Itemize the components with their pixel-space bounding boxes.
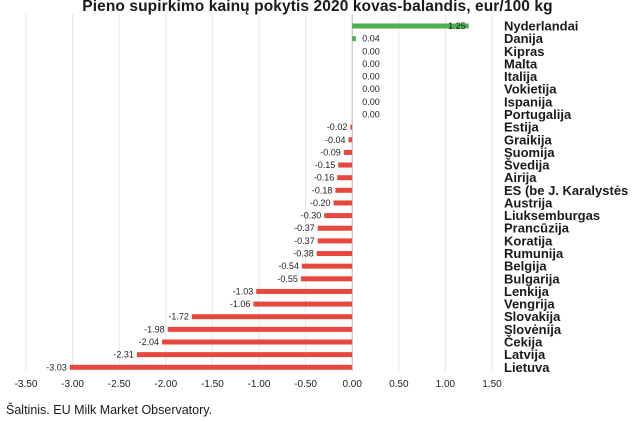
chart-title: Pieno supirkimo kainų pokytis 2020 kovas… [82,0,553,15]
value-label-22: -1.06 [230,299,251,309]
value-label-18: -0.38 [293,249,314,259]
bar-25 [162,339,353,345]
value-label-17: -0.37 [294,236,315,246]
category-label-22: Vengrija [504,297,555,312]
bar-1 [352,36,356,42]
bar-8 [350,124,353,130]
value-label-7: 0.00 [362,109,380,119]
value-label-24: -1.98 [144,324,165,334]
x-tick-label-5: -1.00 [248,379,271,390]
bar-12 [337,175,353,181]
category-label-16: Prancūzija [504,221,570,236]
value-label-23: -1.72 [168,312,189,322]
x-tick-label-8: 0.50 [389,379,409,390]
category-label-9: Graikija [504,132,552,147]
category-label-14: Austrija [504,195,553,210]
bar-0 [352,23,469,29]
bar-9 [348,137,353,143]
category-label-26: Latvija [504,347,546,362]
bar-13 [335,187,353,193]
value-label-9: -0.04 [325,135,346,145]
value-label-19: -0.54 [278,261,299,271]
x-tick-label-10: 1.50 [482,379,502,390]
category-label-17: Koratija [504,233,553,248]
category-label-15: Liuksemburgas [504,208,600,223]
value-label-4: 0.00 [362,72,380,82]
category-label-18: Rumunija [504,246,564,261]
value-label-25: -2.04 [139,337,160,347]
category-label-21: Lenkija [504,284,550,299]
bar-17 [317,238,353,244]
category-label-7: Portugalija [504,107,572,122]
category-label-6: Ispanija [504,94,553,109]
category-label-5: Vokietija [504,82,557,97]
value-label-0: 1.25 [448,21,466,31]
bar-24 [167,326,353,332]
bar-10 [343,149,353,155]
category-label-2: Kipras [504,44,544,59]
category-label-10: Suomija [504,145,555,160]
value-label-5: 0.00 [362,84,380,94]
category-label-3: Malta [504,56,538,71]
category-label-25: Čekija [504,335,543,350]
value-label-3: 0.00 [362,59,380,69]
x-tick-label-3: -2.00 [154,379,177,390]
x-tick-label-1: -3.00 [61,379,84,390]
value-label-11: -0.15 [315,160,336,170]
x-tick-label-6: -0.50 [294,379,317,390]
category-label-12: Airija [504,170,537,185]
bar-20 [300,276,353,282]
value-label-2: 0.00 [362,46,380,56]
bar-16 [317,225,353,231]
bar-18 [316,251,353,257]
value-label-27: -3.03 [46,362,67,372]
value-label-13: -0.18 [312,185,333,195]
category-label-1: Danija [504,31,544,46]
bar-14 [333,200,353,206]
bar-11 [338,162,353,168]
bar-19 [301,263,353,269]
x-tick-label-9: 1.00 [436,379,456,390]
category-label-20: Bulgarija [504,271,560,286]
category-label-23: Slovakija [504,309,561,324]
x-tick-label-0: -3.50 [15,379,38,390]
bar-27 [69,364,353,370]
value-label-10: -0.09 [320,147,341,157]
value-label-26: -2.31 [113,350,134,360]
category-label-11: Švedija [504,158,550,173]
bar-21 [256,288,353,294]
value-label-20: -0.55 [277,274,298,284]
x-tick-label-2: -2.50 [108,379,131,390]
category-label-4: Italija [504,69,538,84]
category-label-24: Slovėnija [504,322,562,337]
value-label-12: -0.16 [314,173,335,183]
value-label-16: -0.37 [294,223,315,233]
bar-15 [324,213,353,219]
category-label-19: Belgija [504,259,547,274]
value-label-1: 0.04 [362,34,380,44]
value-label-15: -0.30 [301,211,322,221]
category-label-8: Estija [504,120,539,135]
x-tick-label-4: -1.50 [201,379,224,390]
value-label-14: -0.20 [310,198,331,208]
category-label-27: Lietuva [504,360,550,375]
category-label-13: ES (be J. Karalystės [504,183,628,198]
bar-22 [253,301,353,307]
value-label-8: -0.02 [327,122,348,132]
source-note: Šaltinis. EU Milk Market Observatory. [6,403,213,417]
value-label-21: -1.03 [233,286,254,296]
category-label-0: Nyderlandai [504,19,578,34]
bar-23 [191,314,353,320]
x-tick-label-7: 0.00 [342,379,362,390]
bar-26 [136,352,353,358]
value-label-6: 0.00 [362,97,380,107]
